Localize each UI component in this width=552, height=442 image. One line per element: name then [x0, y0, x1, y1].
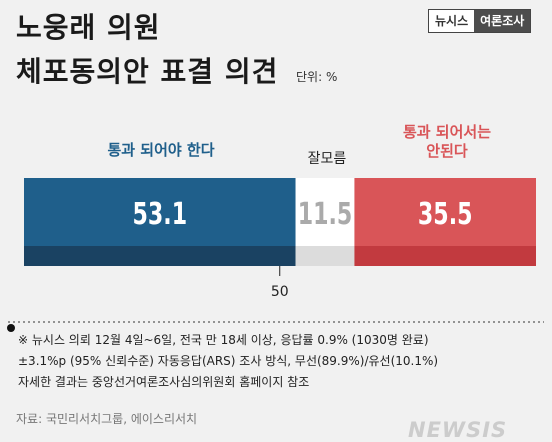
bar-segment-1 — [295, 178, 355, 246]
category-label-yes: 통과 되어야 한다 — [24, 141, 298, 160]
chart-title: 노웅래 의원 체포동의안 표결 의견 — [16, 6, 278, 94]
newsis-watermark: NEWSIS — [408, 418, 508, 442]
category-label-yes-line: 통과 되어야 한다 — [107, 141, 215, 159]
unit-label: 단위: % — [296, 70, 338, 84]
brand-name: 뉴시스 — [435, 14, 469, 28]
category-label-no-line-2: 안된다 — [426, 142, 468, 160]
footnote-line-3: 자세한 결과는 중앙선거여론조사심의위원회 홈페이지 참조 — [18, 375, 310, 389]
brand-category: 여론조사 — [474, 10, 531, 32]
bar-segment-2 — [354, 178, 536, 246]
category-label-no: 통과 되어서는 안된다 — [358, 123, 536, 161]
brand-badge: 뉴시스 여론조사 — [428, 9, 532, 33]
bar-segment-base-0 — [24, 246, 296, 266]
value-label-2: 35.5 — [418, 198, 473, 232]
value-label-0: 53.1 — [133, 198, 188, 232]
category-label-dontknow-line: 잘모름 — [307, 151, 347, 167]
category-label-dontknow: 잘모름 — [296, 150, 358, 169]
footnotes: ※ 뉴시스 의뢰 12월 4일~6일, 전국 만 18세 이상, 응답률 0.9… — [7, 324, 439, 393]
midpoint-label: 50 — [271, 284, 289, 300]
bar-segment-base-1 — [295, 246, 355, 266]
footnote-dot-icon — [7, 324, 15, 332]
bar-segment-0 — [24, 178, 296, 246]
footnote-line-2: ±3.1%p (95% 신뢰수준) 자동응답(ARS) 조사 방식, 무선(89… — [18, 354, 439, 368]
category-label-no-line-1: 통과 되어서는 — [402, 123, 492, 141]
source-text: 자료: 국민리서치그룹, 에이스리서치 — [16, 412, 198, 426]
title-line-2: 체포동의안 표결 의견 — [16, 55, 279, 88]
bar-segment-base-2 — [354, 246, 536, 266]
value-label-1: 11.5 — [298, 198, 353, 232]
title-line-1: 노웅래 의원 — [16, 11, 161, 44]
footnote-line-1: ※ 뉴시스 의뢰 12월 4일~6일, 전국 만 18세 이상, 응답률 0.9… — [18, 333, 429, 347]
